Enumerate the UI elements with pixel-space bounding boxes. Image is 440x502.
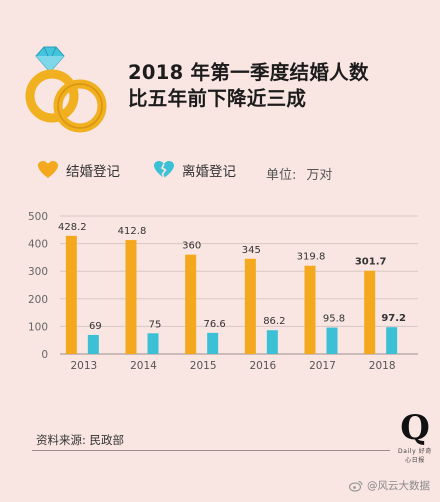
y-tick-label: 500: [28, 211, 48, 223]
legend: 结婚登记 离婚登记 单位: 万对: [38, 160, 418, 186]
y-tick-label: 100: [28, 321, 48, 333]
x-tick-label: 2013: [70, 360, 97, 372]
x-tick-label: 2018: [369, 360, 396, 372]
weibo-watermark: @风云大数据: [349, 478, 430, 493]
data-label-divorce: 76.6: [204, 319, 226, 330]
data-label-marriage: 319.8: [297, 252, 326, 263]
bar-marriage: [125, 240, 137, 354]
x-tick-label: 2015: [190, 360, 217, 372]
weibo-icon: [349, 480, 363, 492]
logo-letter: Q: [400, 408, 430, 448]
legend-label-divorce: 离婚登记: [182, 164, 236, 180]
bar-divorce: [266, 330, 278, 354]
bar-marriage: [65, 235, 77, 354]
unit-text: 单位: 万对: [266, 164, 342, 183]
y-tick-label: 0: [41, 349, 48, 361]
legend-label-marriage: 结婚登记: [66, 164, 120, 180]
unit-label: 单位:: [266, 168, 297, 183]
bar-divorce: [386, 327, 398, 354]
data-label-marriage: 360: [182, 241, 201, 252]
wedding-rings-icon: [25, 46, 107, 133]
y-tick-label: 400: [28, 239, 48, 251]
bar-divorce: [326, 327, 338, 354]
y-tick-label: 200: [28, 294, 48, 306]
divider: [32, 450, 390, 451]
bar-divorce: [207, 332, 219, 354]
x-tick-label: 2014: [130, 360, 157, 372]
unit-value: 万对: [306, 168, 333, 183]
legend-item-divorce: 离婚登记: [154, 160, 236, 180]
bar-marriage: [244, 258, 256, 354]
data-label-divorce: 95.8: [323, 314, 345, 325]
x-tick-label: 2016: [249, 360, 276, 372]
data-label-divorce: 75: [149, 319, 162, 330]
data-label-marriage: 428.2: [58, 222, 87, 233]
broken-heart-icon: [154, 161, 174, 179]
heart-icon: [38, 161, 58, 178]
data-label-marriage: 412.8: [118, 226, 147, 237]
bar-marriage: [364, 270, 376, 354]
y-tick-label: 300: [28, 266, 48, 278]
bar-chart: 0 100 200 300 400 500 428.2 69 2013 412.8 75 2014 36…: [28, 211, 418, 372]
title-line-2: 比五年前下降近三成: [128, 87, 307, 110]
qdaily-logo: Q Daily 好奇心日报: [397, 410, 433, 464]
bar-marriage: [304, 265, 316, 354]
bar-marriage: [185, 254, 197, 354]
source-text: 资料来源: 民政部: [36, 433, 125, 447]
logo-subtitle: Daily 好奇心日报: [398, 448, 432, 464]
data-label-divorce: 86.2: [263, 316, 285, 327]
title-line-1: 2018 年第一季度结婚人数: [128, 61, 369, 84]
data-label-marriage: 301.7: [355, 257, 387, 268]
data-label-divorce: 69: [89, 321, 102, 332]
data-label-divorce: 97.2: [381, 313, 406, 324]
x-tick-label: 2017: [309, 360, 336, 372]
legend-item-marriage: 结婚登记: [38, 160, 120, 180]
bar-divorce: [147, 333, 159, 354]
weibo-handle: @风云大数据: [367, 480, 430, 492]
page-title: 2018 年第一季度结婚人数 比五年前下降近三成: [128, 60, 428, 112]
data-label-marriage: 345: [242, 245, 261, 256]
bar-divorce: [87, 334, 99, 354]
